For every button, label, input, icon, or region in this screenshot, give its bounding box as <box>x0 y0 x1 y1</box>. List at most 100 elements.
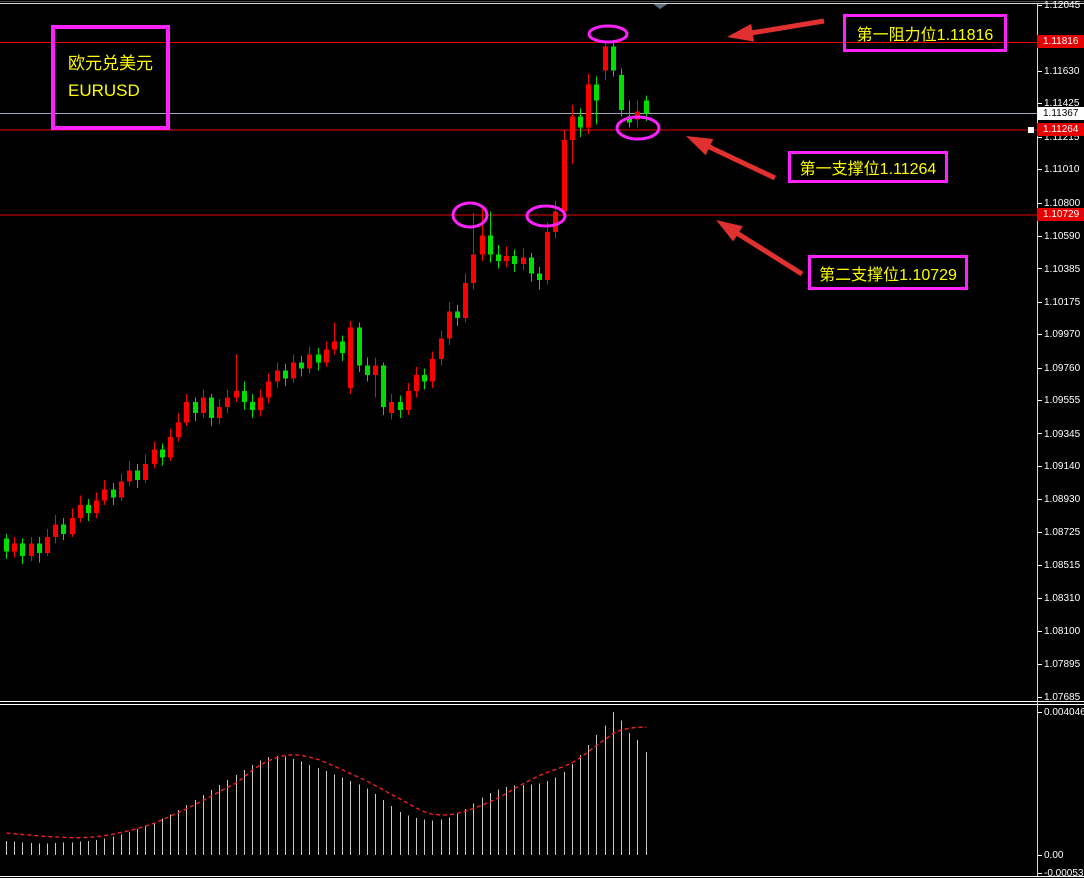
candle <box>340 341 345 353</box>
candle <box>324 349 329 363</box>
candle <box>176 422 181 437</box>
support2-annotation-box[interactable]: 第二支撑位1.10729 <box>808 255 968 290</box>
candle <box>553 211 558 233</box>
candle <box>266 381 271 398</box>
candle <box>86 505 91 514</box>
main-chart[interactable] <box>0 0 1037 702</box>
annotation-arrow-head[interactable] <box>686 136 714 156</box>
candle <box>29 543 34 557</box>
candle <box>594 84 599 101</box>
annotation-arrow-head[interactable] <box>716 220 743 242</box>
candle <box>291 362 296 379</box>
price-tick-label: 1.07895 <box>1038 658 1080 671</box>
candle <box>307 354 312 369</box>
panel-separator-top[interactable] <box>0 701 1084 702</box>
candle <box>94 500 99 514</box>
candle <box>480 235 485 255</box>
price-tick-label: 1.07685 <box>1038 691 1080 704</box>
price-axis[interactable]: 1.12045 1.11630 1.11425 1.11215 1.11010 1.108… <box>1037 0 1084 704</box>
symbol-name: EURUSD <box>68 80 140 100</box>
candle <box>78 505 83 518</box>
macd-signal-line <box>6 726 647 839</box>
candle <box>578 116 583 128</box>
candle <box>209 397 214 418</box>
candle <box>275 370 280 382</box>
support1-label: 第一支撑位1.11264 <box>799 161 937 178</box>
annotation-arrow-shaft[interactable] <box>725 224 804 277</box>
candle <box>258 397 263 410</box>
candle <box>398 402 403 410</box>
candle <box>184 402 189 423</box>
candle <box>488 235 493 255</box>
candle <box>135 470 140 480</box>
candle <box>316 354 321 363</box>
resistance1-annotation-box[interactable]: 第一阻力位1.11816 <box>843 14 1007 52</box>
price-tick-label: 1.08515 <box>1038 559 1080 572</box>
price-tick-label: 1.09140 <box>1038 460 1080 473</box>
highlight-ellipse[interactable] <box>615 115 661 141</box>
candle <box>496 254 501 261</box>
annotation-arrow-head[interactable] <box>727 23 755 42</box>
price-tick-label: 1.08930 <box>1038 493 1080 506</box>
candle <box>504 256 509 261</box>
annotation-arrow-shaft[interactable] <box>739 18 825 38</box>
candle <box>455 311 460 318</box>
panel-separator-bottom[interactable] <box>0 704 1084 705</box>
candle <box>365 365 370 376</box>
candle <box>644 100 649 114</box>
macd-axis[interactable]: 0.004046 0.00 -0.000539 <box>1038 705 1084 878</box>
macd-panel[interactable] <box>0 705 1037 876</box>
candle <box>463 283 468 318</box>
support2-label: 第二支撑位1.10729 <box>819 266 957 284</box>
candle <box>20 543 25 557</box>
annotation-arrow-shaft[interactable] <box>696 139 777 181</box>
candle <box>414 375 419 391</box>
price-tick-label: 1.11630 <box>1038 65 1079 78</box>
candle <box>102 489 107 501</box>
candle <box>422 375 427 382</box>
level-price-badge: 1.11816 <box>1037 35 1084 49</box>
price-tick-label: 1.12045 <box>1038 0 1080 12</box>
price-tick-label: 1.11425 <box>1038 97 1079 110</box>
candle <box>471 254 476 284</box>
highlight-ellipse[interactable] <box>525 204 567 228</box>
price-tick-label: 1.09345 <box>1038 428 1080 441</box>
highlight-ellipse[interactable] <box>451 201 489 229</box>
candle <box>152 449 157 464</box>
price-tick-label: 1.11010 <box>1038 163 1079 176</box>
candle <box>225 397 230 407</box>
price-tick-label: 1.09760 <box>1038 362 1080 375</box>
candle <box>537 273 542 280</box>
price-tick-label: 1.09970 <box>1038 328 1080 341</box>
symbol-annotation-box[interactable]: 欧元兑美元 EURUSD <box>51 25 170 130</box>
candle <box>586 84 591 128</box>
macd-tick-label: -0.000539 <box>1038 867 1084 878</box>
last-price-badge: 1.11367 <box>1037 106 1084 120</box>
price-tick-label: 1.08310 <box>1038 592 1080 605</box>
candle <box>611 46 616 71</box>
candle <box>373 365 378 376</box>
candle <box>299 362 304 369</box>
price-tick-label: 1.10175 <box>1038 296 1080 309</box>
candle <box>529 257 534 274</box>
window-top-border <box>0 1 1084 2</box>
line-selection-handle[interactable] <box>1028 127 1034 133</box>
candle <box>570 116 575 141</box>
candle <box>430 359 435 382</box>
candle <box>4 538 9 552</box>
price-tick-label: 1.10385 <box>1038 263 1080 276</box>
level-price-badge: 1.11264 <box>1037 123 1084 136</box>
candle <box>603 46 608 71</box>
candle <box>160 449 165 458</box>
candle <box>53 524 58 537</box>
price-tick-label: 1.08100 <box>1038 625 1080 638</box>
candle <box>545 232 550 280</box>
price-tick-label: 1.10590 <box>1038 230 1080 243</box>
candle <box>61 524 66 534</box>
highlight-ellipse[interactable] <box>587 24 629 44</box>
candle <box>201 397 206 414</box>
support1-annotation-box[interactable]: 第一支撑位1.11264 <box>788 151 948 183</box>
candle <box>381 365 386 407</box>
candle <box>447 311 452 339</box>
